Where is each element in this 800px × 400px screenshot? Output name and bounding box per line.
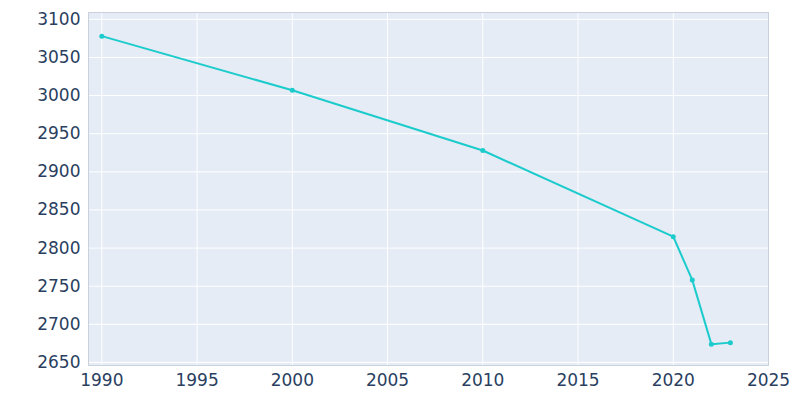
svg-text:2800: 2800 bbox=[37, 238, 80, 258]
svg-text:2900: 2900 bbox=[37, 161, 80, 181]
svg-text:2750: 2750 bbox=[37, 276, 80, 296]
svg-text:1990: 1990 bbox=[80, 370, 123, 390]
svg-text:2000: 2000 bbox=[271, 370, 314, 390]
svg-text:3000: 3000 bbox=[37, 85, 80, 105]
svg-text:2005: 2005 bbox=[366, 370, 409, 390]
svg-text:2020: 2020 bbox=[652, 370, 695, 390]
svg-text:2025: 2025 bbox=[747, 370, 790, 390]
svg-text:2650: 2650 bbox=[37, 352, 80, 372]
svg-text:1995: 1995 bbox=[175, 370, 218, 390]
svg-text:3050: 3050 bbox=[37, 47, 80, 67]
svg-text:2850: 2850 bbox=[37, 199, 80, 219]
svg-text:2010: 2010 bbox=[461, 370, 504, 390]
svg-text:2015: 2015 bbox=[556, 370, 599, 390]
svg-text:2950: 2950 bbox=[37, 123, 80, 143]
svg-text:3100: 3100 bbox=[37, 9, 80, 29]
svg-text:2700: 2700 bbox=[37, 314, 80, 334]
